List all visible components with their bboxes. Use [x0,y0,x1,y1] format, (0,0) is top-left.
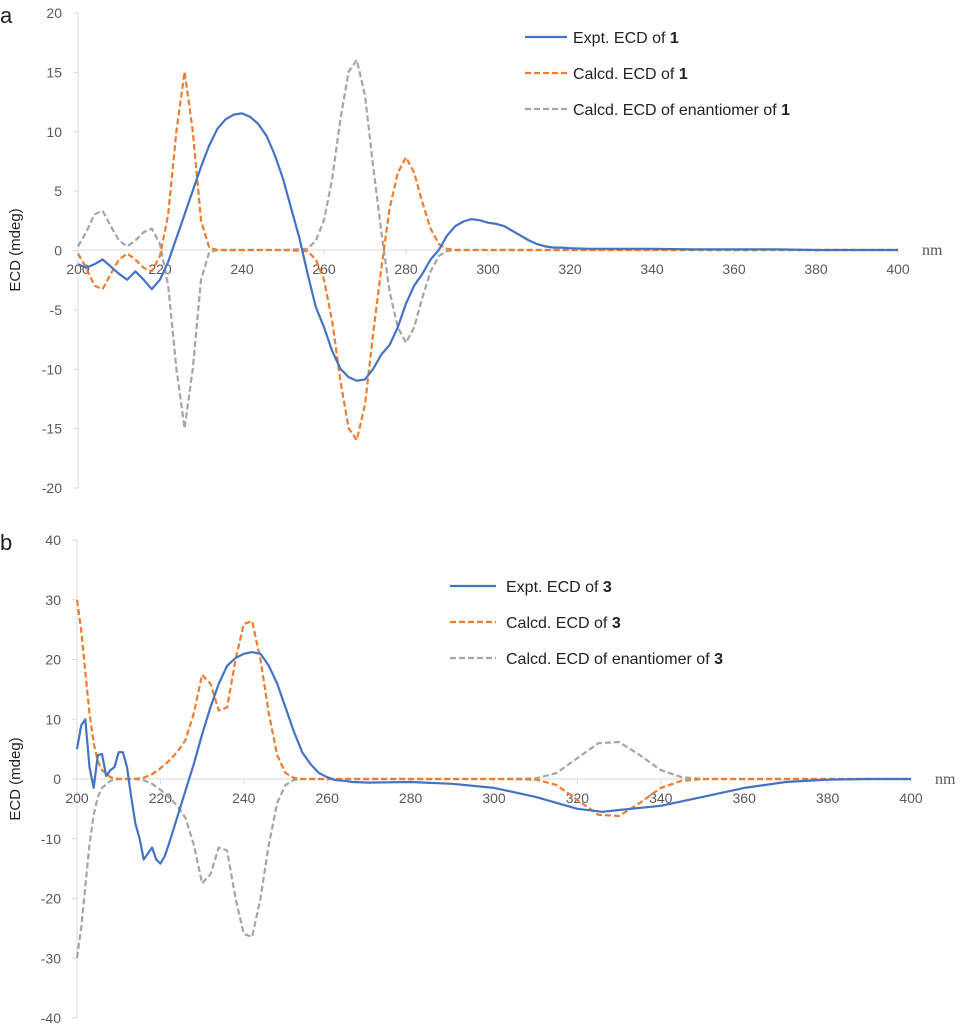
y-tick-label: 20 [46,5,62,21]
x-tick-label: 400 [899,790,923,806]
series-line-enantiomer [77,58,898,430]
panel-label: a [0,3,13,28]
y-tick-label: -40 [41,1010,61,1024]
x-tick-label: 280 [399,790,423,806]
x-tick-label: 260 [312,261,336,277]
y-tick-label: 40 [45,532,61,548]
x-tick-label: 200 [66,261,90,277]
y-tick-label: 10 [45,711,61,727]
x-tick-label: 240 [230,261,254,277]
x-tick-label: 340 [649,790,673,806]
y-tick-label: -10 [41,831,61,847]
legend-entry: Calcd. ECD of enantiomer of 3 [506,651,723,668]
x-tick-label: 300 [476,261,500,277]
x-tick-label: 400 [886,261,910,277]
x-tick-label: 360 [722,261,746,277]
y-tick-label: 30 [45,592,61,608]
y-tick-label: -20 [42,480,62,496]
legend-entry: Expt. ECD of 3 [506,579,612,596]
series-line-calcd [77,70,898,442]
legend-entry: Calcd. ECD of enantiomer of 1 [573,102,790,119]
x-tick-label: 280 [394,261,418,277]
x-tick-label: 380 [816,790,840,806]
series-line-enantiomer [75,740,911,958]
y-tick-label: -10 [42,361,62,377]
legend-entry: Calcd. ECD of 3 [506,615,621,632]
x-tick-label: 320 [558,261,582,277]
x-unit-label: nm [922,242,943,259]
legend-entry: Expt. ECD of 1 [573,30,679,47]
y-tick-label: -15 [42,421,62,437]
y-tick-label: 0 [54,243,62,259]
series-line-expt [77,112,898,382]
x-tick-label: 200 [65,790,89,806]
y-tick-label: 5 [54,183,62,199]
legend-entry: Calcd. ECD of 1 [573,66,688,83]
y-tick-label: 15 [46,64,62,80]
x-unit-label: nm [935,771,956,788]
series-line-expt [75,651,911,865]
y-tick-label: 20 [45,652,61,668]
x-tick-label: 320 [566,790,590,806]
y-tick-label: -5 [50,302,63,318]
y-tick-label: 10 [46,124,62,140]
panel-label: b [0,530,12,555]
y-tick-label: 0 [53,771,61,787]
x-tick-label: 340 [640,261,664,277]
x-tick-label: 360 [733,790,757,806]
legend: Expt. ECD of 3 Calcd. ECD of 3 Calcd. ECD … [450,579,723,668]
y-axis-title: ECD (mdeg) [7,208,24,291]
x-tick-label: 240 [232,790,256,806]
series-line-calcd [75,600,911,818]
y-axis-title: ECD (mdeg) [7,737,24,820]
x-tick-label: 300 [482,790,506,806]
legend: Expt. ECD of 1 Calcd. ECD of 1 Calcd. ECD … [525,30,790,119]
x-tick-label: 260 [316,790,340,806]
x-tick-label: 380 [804,261,828,277]
y-tick-label: -30 [41,950,61,966]
y-tick-label: -20 [41,891,61,907]
